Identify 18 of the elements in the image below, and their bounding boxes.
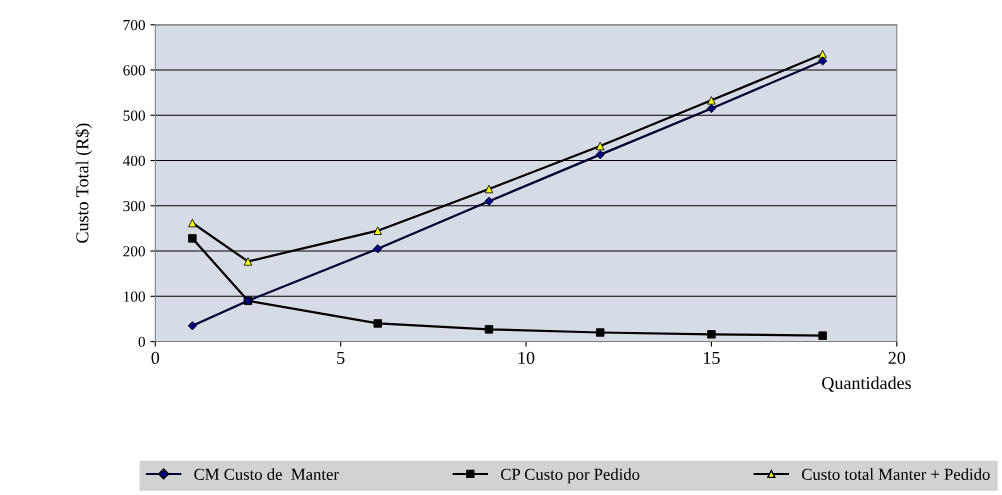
y-tick-label: 200: [123, 246, 146, 257]
x-tick-label: 15: [703, 351, 720, 364]
x-tick-label: 0: [151, 351, 160, 364]
y-tick-label: 300: [123, 200, 146, 212]
x-tick-label: 5: [337, 351, 345, 364]
y-tick-label: 600: [123, 65, 146, 76]
y-axis-title: Custo Total (R$): [75, 123, 93, 243]
x-tick-label: 10: [518, 351, 535, 364]
y-tick-label: 400: [122, 155, 146, 166]
y-tick-label: 0: [138, 336, 146, 347]
legend-label: CM Custo de Manter: [194, 468, 339, 480]
y-tick-label: 100: [124, 291, 146, 302]
legend-label: CP Custo por Pedido: [500, 468, 640, 484]
x-tick-label: 20: [888, 351, 906, 364]
x-axis-title: Quantidades: [822, 376, 911, 392]
y-tick-label: 500: [123, 110, 146, 121]
y-tick-label: 700: [123, 19, 146, 31]
legend-label: Custo total Manter + Pedido: [802, 468, 990, 480]
